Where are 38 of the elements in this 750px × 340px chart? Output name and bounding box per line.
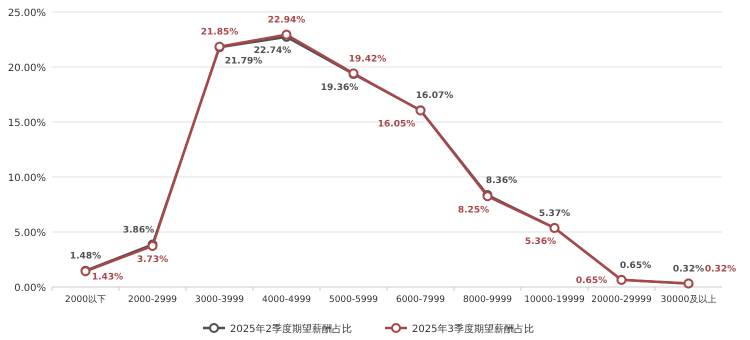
y-tick-label: 20.00% xyxy=(8,63,46,74)
data-label: 1.48% xyxy=(70,252,102,262)
data-label: 3.73% xyxy=(136,254,168,265)
data-label: 1.43% xyxy=(92,272,124,282)
data-label: 19.36% xyxy=(320,83,358,94)
data-label: 0.32% xyxy=(672,264,704,274)
y-tick-label: 15.00% xyxy=(8,118,46,129)
data-label: 0.32% xyxy=(704,264,736,274)
x-tick-label: 30000及以上 xyxy=(660,294,716,305)
x-tick-label: 6000-7999 xyxy=(396,295,446,305)
data-label: 3.86% xyxy=(122,226,154,236)
x-tick-label: 8000-9999 xyxy=(462,295,512,305)
y-tick-label: 0.00% xyxy=(14,283,46,294)
data-label: 0.65% xyxy=(620,260,652,271)
data-label: 8.25% xyxy=(458,205,490,216)
data-label: 8.36% xyxy=(486,176,518,186)
legend-label: 2025年3季度期望薪酬占比 xyxy=(412,323,534,335)
data-label: 21.79% xyxy=(224,56,262,66)
x-tick-label: 3000-3999 xyxy=(194,295,244,305)
x-tick-label: 10000-19999 xyxy=(524,295,586,305)
x-tick-label: 4000-4999 xyxy=(262,295,312,305)
data-label: 5.36% xyxy=(524,237,556,248)
x-tick-label: 5000-5999 xyxy=(328,295,378,305)
data-label: 5.37% xyxy=(538,208,570,219)
y-tick-label: 5.00% xyxy=(14,228,46,239)
data-label: 22.94% xyxy=(268,16,306,26)
data-label: 16.05% xyxy=(378,119,416,130)
x-tick-label: 2000以下 xyxy=(65,294,106,305)
data-label: 19.42% xyxy=(348,54,386,64)
data-label: 16.07% xyxy=(416,91,454,102)
data-label: 21.85% xyxy=(200,28,238,38)
x-tick-label: 20000-29999 xyxy=(591,295,652,305)
y-tick-label: 10.00% xyxy=(8,173,46,184)
x-tick-label: 2000-2999 xyxy=(128,295,178,305)
data-label: 0.65% xyxy=(576,276,608,286)
data-label: 22.74% xyxy=(254,46,292,56)
y-tick-label: 25.00% xyxy=(8,8,46,19)
legend-label: 2025年2季度期望薪酬占比 xyxy=(230,323,352,335)
